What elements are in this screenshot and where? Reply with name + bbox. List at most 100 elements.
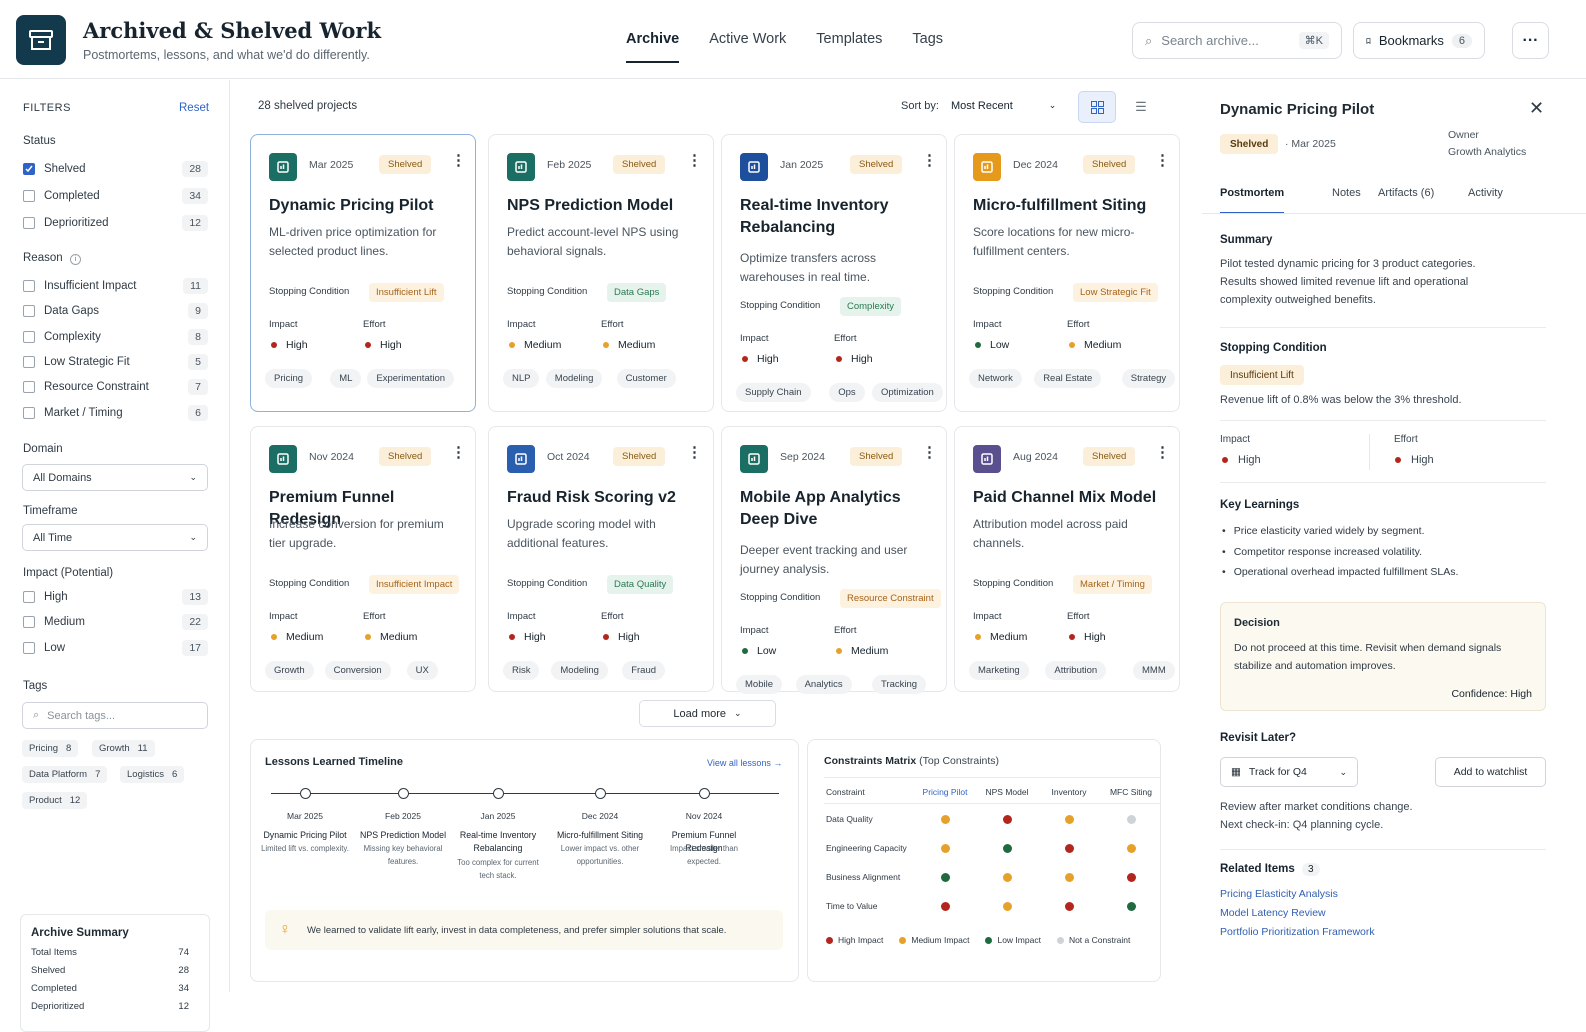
card-tag[interactable]: Modeling <box>545 369 603 388</box>
project-card[interactable]: Oct 2024 Shelved ⋮ Fraud Risk Scoring v2 Upg… <box>488 426 714 692</box>
timeline-node[interactable] <box>398 788 409 799</box>
reason-filter-item[interactable]: Resource Constraint 7 <box>23 378 208 396</box>
project-card[interactable]: Jan 2025 Shelved ⋮ Real-time Inventory Reba… <box>721 134 947 412</box>
checkbox[interactable] <box>23 591 35 603</box>
search-input[interactable]: ⌕ Search archive... ⌘K <box>1132 22 1342 59</box>
checkbox[interactable] <box>23 381 35 394</box>
more-menu-button[interactable]: ··· <box>1512 22 1549 59</box>
impact-filter-item[interactable]: Medium 22 <box>23 613 208 631</box>
impact-filter-item[interactable]: Low 17 <box>23 639 208 657</box>
checkbox[interactable] <box>23 355 35 368</box>
tab-archive[interactable]: Archive <box>626 31 680 63</box>
card-tag[interactable]: MMM <box>1133 661 1175 680</box>
card-tag[interactable]: UX <box>406 661 438 680</box>
tag-chip[interactable]: Pricing 8 <box>22 740 79 757</box>
list-view-button[interactable]: ☰ <box>1123 91 1159 123</box>
card-tag[interactable]: Pricing <box>265 369 313 388</box>
reason-filter-item[interactable]: Data Gaps 9 <box>23 302 208 320</box>
card-tag[interactable]: Modeling <box>551 661 608 680</box>
grid-view-button[interactable] <box>1078 91 1116 123</box>
project-card[interactable]: Mar 2025 Shelved ⋮ Dynamic Pricing Pilot ML-… <box>250 134 476 412</box>
load-more-button[interactable]: Load more ⌄ <box>639 700 776 727</box>
status-filter-item[interactable]: Completed 34 <box>23 187 208 205</box>
card-tag[interactable]: Customer <box>616 369 676 388</box>
checkbox[interactable] <box>23 330 35 343</box>
timeline-node[interactable] <box>300 788 311 799</box>
card-tag[interactable]: NLP <box>503 369 540 388</box>
card-tag[interactable]: Optimization <box>872 383 943 402</box>
tab-tags[interactable]: Tags <box>912 31 944 47</box>
checkbox[interactable] <box>23 280 35 292</box>
sort-select[interactable]: Most Recent ⌄ <box>951 100 1056 112</box>
tag-chip[interactable]: Data Platform 7 <box>22 766 108 783</box>
close-icon[interactable]: ✕ <box>1529 98 1545 118</box>
timeframe-select[interactable]: All Time ⌄ <box>22 524 208 551</box>
detail-tab[interactable]: Notes <box>1332 187 1361 199</box>
add-to-watchlist-button[interactable]: Add to watchlist <box>1435 757 1546 787</box>
more-icon[interactable]: ⋮ <box>922 444 937 461</box>
reason-filter-item[interactable]: Complexity 8 <box>23 328 208 346</box>
card-tag[interactable]: Strategy <box>1121 369 1176 388</box>
card-tag[interactable]: Analytics <box>795 675 852 694</box>
related-item-link[interactable]: Model Latency Review <box>1220 907 1326 919</box>
checkbox[interactable] <box>23 406 35 419</box>
timeline-node[interactable] <box>595 788 606 799</box>
card-tag[interactable]: Attribution <box>1045 661 1107 680</box>
related-item-link[interactable]: Portfolio Prioritization Framework <box>1220 926 1375 938</box>
tab-templates[interactable]: Templates <box>816 31 883 47</box>
bookmarks-button[interactable]: Bookmarks 6 <box>1353 22 1485 59</box>
card-tag[interactable]: Mobile <box>736 675 782 694</box>
more-icon[interactable]: ⋮ <box>687 152 702 169</box>
tab-active-work[interactable]: Active Work <box>709 31 787 47</box>
more-icon[interactable]: ⋮ <box>922 152 937 169</box>
card-tag[interactable]: Risk <box>503 661 540 680</box>
detail-tab[interactable]: Artifacts (6) <box>1378 187 1435 199</box>
card-tag[interactable]: Network <box>969 369 1022 388</box>
tags-search-input[interactable]: ⌕ Search tags... <box>22 702 208 729</box>
project-card[interactable]: Aug 2024 Shelved ⋮ Paid Channel Mix Model At… <box>954 426 1180 692</box>
checkbox[interactable] <box>23 217 35 229</box>
card-tag[interactable]: Real Estate <box>1034 369 1102 388</box>
card-tag[interactable]: Experimentation <box>367 369 455 388</box>
checkbox[interactable] <box>23 616 35 629</box>
more-icon[interactable]: ⋮ <box>1155 152 1170 169</box>
card-tag[interactable]: Supply Chain <box>736 383 811 402</box>
tag-chip[interactable]: Logistics 6 <box>120 766 185 783</box>
reason-filter-item[interactable]: Insufficient Impact 11 <box>23 277 208 295</box>
card-tag[interactable]: Ops <box>829 383 865 402</box>
domain-select[interactable]: All Domains ⌄ <box>22 464 208 491</box>
detail-tab[interactable]: Activity <box>1468 187 1503 199</box>
more-icon[interactable]: ⋮ <box>687 444 702 461</box>
view-all-lessons-link[interactable]: View all lessons → <box>707 758 783 768</box>
project-card[interactable]: Sep 2024 Shelved ⋮ Mobile App Analytics Dee… <box>721 426 947 694</box>
card-tag[interactable]: Fraud <box>622 661 666 680</box>
checkbox[interactable] <box>23 641 35 654</box>
more-icon[interactable]: ⋮ <box>451 152 466 169</box>
checkbox[interactable] <box>23 305 35 318</box>
status-filter-item[interactable]: Deprioritized 12 <box>23 214 208 232</box>
detail-tab[interactable]: Postmortem <box>1220 187 1285 214</box>
card-tag[interactable]: Marketing <box>969 661 1029 680</box>
card-tag[interactable]: Growth <box>265 661 314 680</box>
project-card[interactable]: Dec 2024 Shelved ⋮ Micro-fulfillment Siting… <box>954 134 1180 412</box>
reason-filter-item[interactable]: Low Strategic Fit 5 <box>23 353 208 371</box>
status-filter-item[interactable]: Shelved 28 <box>23 160 208 178</box>
tag-chip[interactable]: Growth 11 <box>92 740 155 757</box>
reason-filter-item[interactable]: Market / Timing 6 <box>23 404 208 422</box>
card-tag[interactable]: Conversion <box>324 661 391 680</box>
card-tag[interactable]: ML <box>330 369 362 388</box>
timeline-node[interactable] <box>493 788 504 799</box>
more-icon[interactable]: ⋮ <box>451 444 466 461</box>
timeline-node[interactable] <box>699 788 710 799</box>
checkbox[interactable] <box>23 163 35 175</box>
track-select[interactable]: ▦ Track for Q4 ⌄ <box>1220 757 1358 787</box>
tag-chip[interactable]: Product 12 <box>22 792 88 809</box>
more-icon[interactable]: ⋮ <box>1155 444 1170 461</box>
card-tag[interactable]: Tracking <box>872 675 927 694</box>
project-card[interactable]: Feb 2025 Shelved ⋮ NPS Prediction Model Pred… <box>488 134 714 412</box>
related-item-link[interactable]: Pricing Elasticity Analysis <box>1220 888 1338 900</box>
reset-filters-link[interactable]: Reset <box>179 102 210 114</box>
impact-filter-item[interactable]: High 13 <box>23 588 208 606</box>
project-card[interactable]: Nov 2024 Shelved ⋮ Premium Funnel Redesign I… <box>250 426 476 692</box>
checkbox[interactable] <box>23 190 35 202</box>
